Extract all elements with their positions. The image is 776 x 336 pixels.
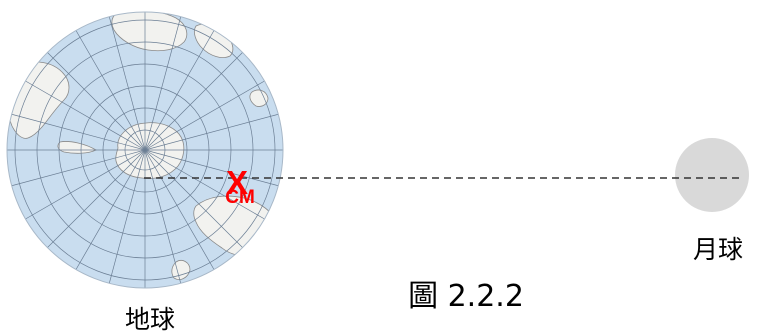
- meridian-line: [45, 149, 146, 250]
- africa: [111, 12, 188, 52]
- moon: [675, 138, 749, 212]
- meridian-line: [45, 50, 146, 151]
- meridian-line: [144, 79, 267, 151]
- meridian-line: [144, 28, 216, 151]
- moon-label: 月球: [693, 235, 743, 264]
- meridian-line: [144, 149, 216, 272]
- meridian-line: [74, 28, 146, 151]
- meridian-line: [23, 149, 146, 221]
- latitude-longitude-grid: [7, 12, 283, 288]
- meridian-line: [144, 149, 267, 221]
- islands-east: [249, 89, 269, 107]
- earth-outline: [6, 11, 284, 289]
- meridian-line: [108, 14, 146, 151]
- new-zealand: [171, 260, 191, 280]
- meridian-line: [144, 14, 182, 151]
- antarctica: [115, 122, 185, 179]
- meridian-line: [144, 50, 245, 151]
- meridian-line: [144, 113, 281, 151]
- earth-globe: [6, 11, 284, 289]
- center-of-mass-label: CM: [225, 187, 255, 208]
- meridian-line: [144, 149, 281, 187]
- center-of-mass-x-mark: X: [226, 164, 248, 201]
- meridian-line: [144, 149, 245, 250]
- meridian-line: [74, 149, 146, 272]
- meridian-line: [108, 149, 146, 286]
- meridian-line: [9, 149, 146, 187]
- meridian-line: [144, 149, 182, 286]
- figure-caption: 圖 2.2.2: [408, 279, 524, 314]
- earth-label: 地球: [125, 305, 175, 334]
- meridian-line: [9, 113, 146, 151]
- meridian-line: [23, 79, 146, 151]
